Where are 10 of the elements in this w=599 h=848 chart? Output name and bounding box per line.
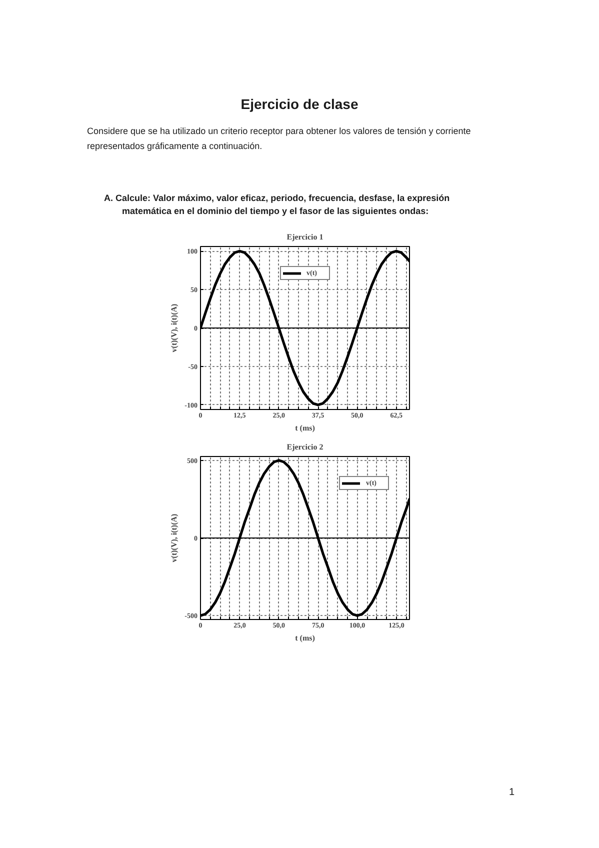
- chart-title: Ejercicio 1: [286, 232, 324, 242]
- x-axis-title: t (ms): [295, 424, 316, 432]
- x-axis-title: t (ms): [295, 634, 316, 642]
- text: Ejercicio de clase: [240, 96, 360, 113]
- y-axis-title: v(t)(V), i(t)(A): [170, 513, 179, 562]
- chart-title: Ejercicio 2: [286, 442, 324, 452]
- text: 1: [509, 786, 515, 799]
- y-axis-title: v(t)(V), i(t)(A): [170, 303, 179, 352]
- text: Considere que se ha utilizado un criterio receptor para obtener los valores de tensión y corriente representados gráficamente a continuación.: [87, 125, 471, 152]
- text: A. Calcule: Valor máximo, valor eficaz, periodo, frecuencia, desfase, la expresión matemática en el dominio del tiempo y el fasor de las siguientes ondas:: [104, 192, 450, 217]
